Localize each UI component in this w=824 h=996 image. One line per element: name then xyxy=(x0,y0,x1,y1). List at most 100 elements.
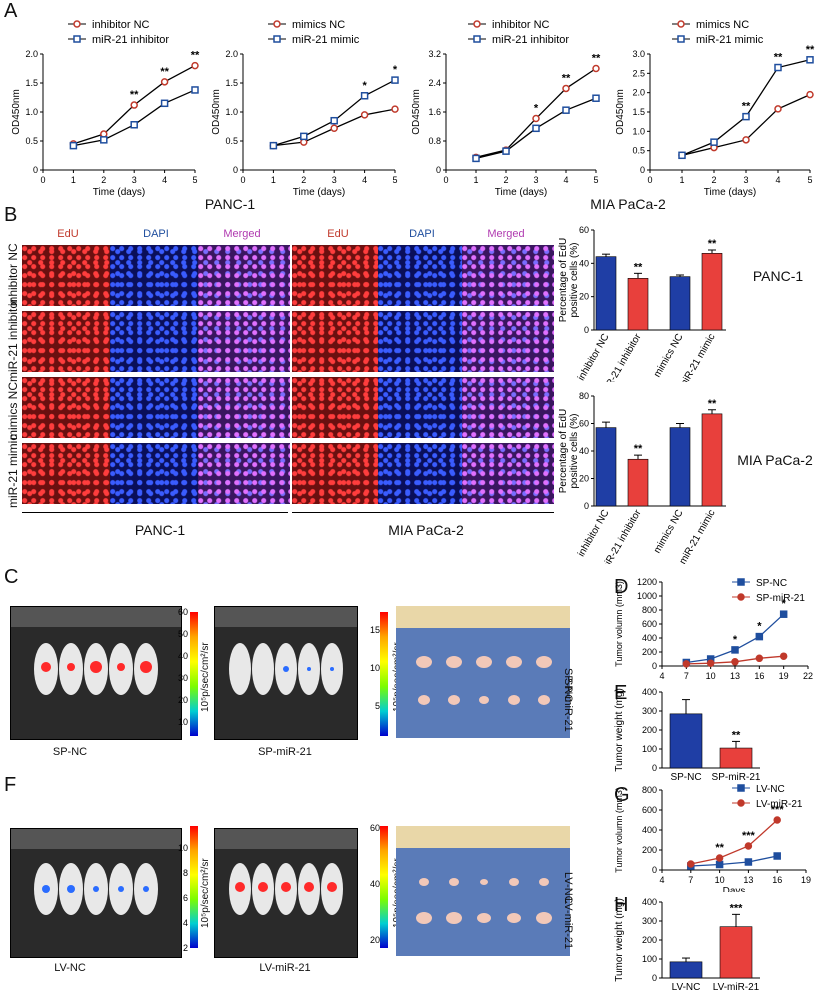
legend-label: LV-miR-21 xyxy=(756,799,803,810)
data-point xyxy=(330,116,338,125)
data-point xyxy=(715,854,724,862)
x-tick-label: SP-miR-21 xyxy=(712,772,761,783)
data-point xyxy=(678,151,686,160)
colorbar-tick-label: 40 xyxy=(178,651,188,661)
colorbar-tick-label: 15 xyxy=(370,625,380,635)
significance-mark: ** xyxy=(715,842,724,854)
y-axis-label: positive cells (%) xyxy=(569,413,580,488)
colorbar-tick-label: 10 xyxy=(178,717,188,727)
data-point xyxy=(391,76,399,84)
micro-image xyxy=(292,443,384,504)
data-point xyxy=(755,654,764,663)
colorbar-c-left-ticks: 60 50 40 30 20 10 xyxy=(178,607,188,727)
x-tick-label: 13 xyxy=(730,671,740,681)
y-axis-label: OD450nm xyxy=(411,89,422,135)
micro-image xyxy=(110,245,202,306)
x-tick-label: inhibitor NC xyxy=(576,508,612,559)
data-point xyxy=(715,860,724,869)
legend-marker xyxy=(473,35,481,43)
data-point xyxy=(300,132,308,141)
micro-image xyxy=(378,377,470,438)
bar xyxy=(719,926,753,979)
panel-letter-c: C xyxy=(4,566,19,588)
significance-mark: * xyxy=(757,621,762,633)
significance-mark: * xyxy=(733,634,738,646)
bar xyxy=(669,276,691,331)
y-axis-label: OD450nm xyxy=(211,89,222,135)
micro-image xyxy=(22,377,114,438)
legend-label: inhibitor NC xyxy=(492,19,550,31)
x-tick-label: inhibitor NC xyxy=(576,332,612,382)
x-tick-label: SP-NC xyxy=(670,772,701,783)
data-point xyxy=(191,61,199,70)
colorbar-tick-label: 2 xyxy=(183,943,188,953)
y-tick-label: 400 xyxy=(642,897,657,907)
x-tick-label: mimics NC xyxy=(652,508,686,555)
tumor-tray-f xyxy=(396,826,570,956)
chart-h-tumor-weight: 0 100 200 300 400 LV-NC *** LV-miR-21 Tumor weig… xyxy=(614,897,760,993)
x-tick-label: 1 xyxy=(679,175,684,185)
x-tick-label: 3 xyxy=(332,175,337,185)
y-tick-label: 60 xyxy=(579,419,589,429)
imaging-sp-nc xyxy=(10,606,182,740)
data-point xyxy=(687,860,695,868)
bar xyxy=(627,458,649,507)
y-tick-label: 800 xyxy=(642,785,657,795)
y-tick-label: 3.2 xyxy=(428,49,441,59)
mice-illustration xyxy=(11,607,181,695)
y-axis-label: OD450nm xyxy=(11,89,22,135)
mice-illustration xyxy=(215,607,357,695)
data-point xyxy=(773,852,781,860)
data-point xyxy=(130,121,138,129)
data-point xyxy=(744,842,753,850)
y-tick-label: 1200 xyxy=(637,577,657,587)
data-point xyxy=(806,90,814,99)
panel-letter-d: D xyxy=(614,576,629,598)
significance-mark: * xyxy=(782,598,787,610)
caption-b-panc: PANC-1 xyxy=(134,522,186,538)
y-tick-label: 1.5 xyxy=(632,107,645,117)
x-tick-label: 13 xyxy=(743,875,753,885)
colorbar-tick-label: 40 xyxy=(370,879,380,889)
legend-label: inhibitor NC xyxy=(92,19,150,31)
x-tick-label: mimics NC xyxy=(652,332,686,379)
micro-image xyxy=(110,377,202,438)
significance-mark: *** xyxy=(730,902,744,914)
legend-marker xyxy=(73,20,81,28)
legend-marker xyxy=(73,35,81,43)
y-tick-label: 1.0 xyxy=(632,126,645,136)
data-point xyxy=(742,136,750,144)
y-tick-label: 300 xyxy=(642,706,657,716)
significance-mark: ** xyxy=(732,729,741,741)
bar xyxy=(627,278,649,331)
colorbar-tick-label: 60 xyxy=(370,823,380,833)
significance-mark: ** xyxy=(742,101,751,113)
unit-c-left: 10⁵p/sec/cm²/sr xyxy=(200,642,211,712)
colorbar-c-right xyxy=(380,612,388,736)
data-point xyxy=(755,632,764,641)
row-label-mir21-inhibitor: miR-21 inhibitor xyxy=(6,297,20,382)
x-tick-label: 0 xyxy=(443,175,448,185)
micro-image xyxy=(22,311,114,372)
x-tick-label: 4 xyxy=(362,175,367,185)
data-point xyxy=(682,660,691,668)
y-tick-label: 2.0 xyxy=(225,49,238,59)
data-point xyxy=(472,154,480,163)
series-line xyxy=(690,819,778,865)
y-tick-label: 0 xyxy=(584,325,589,335)
micro-image xyxy=(378,443,470,504)
x-tick-label: 4 xyxy=(775,175,780,185)
legend-marker xyxy=(273,35,281,43)
channel-dapi-mia: DAPI xyxy=(409,228,435,240)
colorbar-tick-label: 4 xyxy=(183,918,188,928)
data-point xyxy=(592,64,600,73)
legend-label: LV-NC xyxy=(756,784,785,795)
micro-image xyxy=(462,245,554,306)
y-tick-label: 600 xyxy=(642,619,657,629)
y-tick-label: 1.5 xyxy=(25,78,38,88)
x-tick-label: 4 xyxy=(563,175,568,185)
y-tick-label: 0 xyxy=(652,763,657,773)
y-tick-label: 400 xyxy=(642,825,657,835)
bar-caption-mia: MIA PaCa-2 xyxy=(737,452,813,468)
y-tick-label: 100 xyxy=(642,954,657,964)
